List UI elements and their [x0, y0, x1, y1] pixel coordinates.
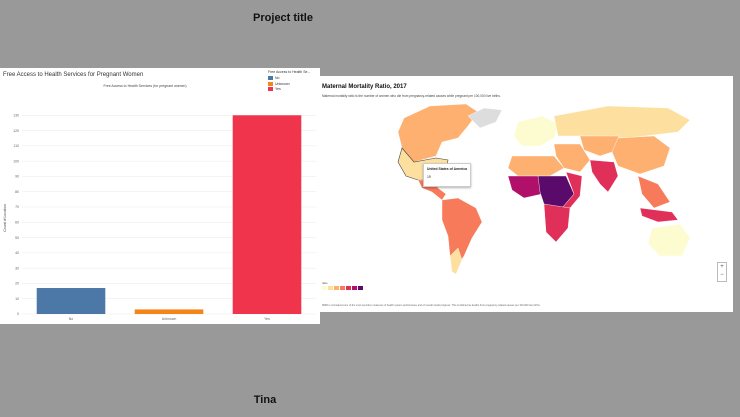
y-tick-label-0: 0: [17, 312, 19, 316]
y-tick-label-12: 120: [13, 129, 19, 133]
map-region-argentina[interactable]: [449, 247, 463, 275]
legend-label-no: No: [275, 76, 280, 80]
map-region-southeast-asia[interactable]: [637, 175, 671, 209]
map-region-middle-east[interactable]: [553, 143, 591, 173]
map-legend-swatch-3: [340, 286, 345, 290]
map-region-india[interactable]: [589, 159, 619, 193]
legend-swatch-no: [268, 76, 273, 80]
zoom-in-button[interactable]: +: [720, 264, 724, 270]
map-subtitle: Maternal mortality ratio is the number o…: [322, 94, 501, 98]
tooltip-country: United States of America: [427, 167, 468, 171]
bar-unknown[interactable]: [134, 309, 204, 314]
map-region-west-africa[interactable]: [507, 175, 543, 199]
map-legend-swatch-4: [346, 286, 351, 290]
y-tick-label-6: 60: [15, 220, 19, 224]
map-region-south-america[interactable]: [441, 197, 483, 269]
x-tick-label-yes: Yes: [264, 317, 270, 321]
map-legend-swatch-1: [328, 286, 333, 290]
map-legend-swatch-0: [322, 286, 327, 290]
legend-swatch-yes: [268, 87, 273, 91]
y-tick-label-2: 20: [15, 282, 19, 286]
legend-title: Free Access to Health Se...: [268, 70, 311, 74]
map-legend-swatch-2: [334, 286, 339, 290]
y-tick-label-3: 30: [15, 266, 19, 270]
map-region-china[interactable]: [611, 135, 671, 175]
map-region-australia[interactable]: [647, 223, 691, 257]
map-region-north-africa[interactable]: [507, 155, 565, 177]
x-tick-label-unknown: Unknown: [162, 317, 177, 321]
bar-yes[interactable]: [232, 115, 302, 315]
x-tick-label-no: No: [69, 317, 74, 321]
y-tick-label-1: 10: [15, 297, 19, 301]
y-axis-label: Count of Location: [3, 204, 7, 231]
y-tick-label-9: 90: [15, 175, 19, 179]
legend-label-yes: Yes: [275, 87, 281, 91]
bar-chart-title: Free Access to Health Services for Pregn…: [3, 72, 144, 78]
legend-item-yes[interactable]: Yes: [268, 87, 310, 91]
y-tick-label-5: 50: [15, 236, 19, 240]
map-region-north-america[interactable]: [397, 103, 479, 163]
legend-item-no[interactable]: No: [268, 76, 310, 80]
world-map[interactable]: [318, 76, 733, 312]
zoom-control: + −: [717, 262, 727, 282]
legend-swatch-unknown: [268, 81, 273, 86]
map-region-russia[interactable]: [553, 105, 691, 139]
map-region-greenland[interactable]: [467, 107, 503, 129]
map-region-indonesia[interactable]: [639, 207, 679, 223]
bar-chart-subtitle: Free Access to Health Services (for preg…: [103, 84, 187, 88]
legend-label-unknown: Unknown: [275, 81, 290, 86]
bar-chart-panel: Free Access to Health Services for Pregn…: [0, 68, 320, 324]
map-panel: Maternal Mortality Ratio, 2017 Maternal …: [318, 76, 733, 312]
y-tick-label-4: 40: [15, 251, 19, 255]
map-legend-label: ratio: [322, 281, 328, 285]
y-tick-label-13: 130: [13, 113, 19, 117]
map-region-europe[interactable]: [513, 115, 559, 147]
y-tick-label-7: 70: [15, 205, 19, 209]
bar-chart: Count of Location 0 10 20 30 40 50 60 70 80 90 100…: [3, 113, 316, 321]
map-title: Maternal Mortality Ratio, 2017: [322, 84, 407, 90]
map-footnote: MMR is considered one of the most sensit…: [322, 304, 541, 307]
tooltip-value: 19: [427, 175, 431, 179]
y-tick-label-11: 110: [13, 144, 19, 148]
bar-no[interactable]: [36, 288, 106, 314]
map-tooltip: United States of America 19: [423, 163, 471, 187]
y-tick-label-10: 100: [13, 159, 19, 163]
bar-chart-legend: Free Access to Health Se... No Unknown Y…: [268, 70, 310, 93]
map-legend-swatch-5: [352, 286, 357, 290]
map-legend-swatch-6: [358, 286, 363, 290]
map-legend-scale: [322, 286, 364, 290]
project-title: Project title: [253, 12, 313, 24]
author-name: Tina: [253, 394, 277, 406]
legend-item-unknown[interactable]: Unknown: [268, 81, 310, 86]
y-tick-label-8: 80: [15, 190, 19, 194]
zoom-out-button[interactable]: −: [720, 272, 724, 278]
map-legend: ratio: [322, 281, 364, 290]
map-region-southern-africa[interactable]: [543, 203, 571, 243]
